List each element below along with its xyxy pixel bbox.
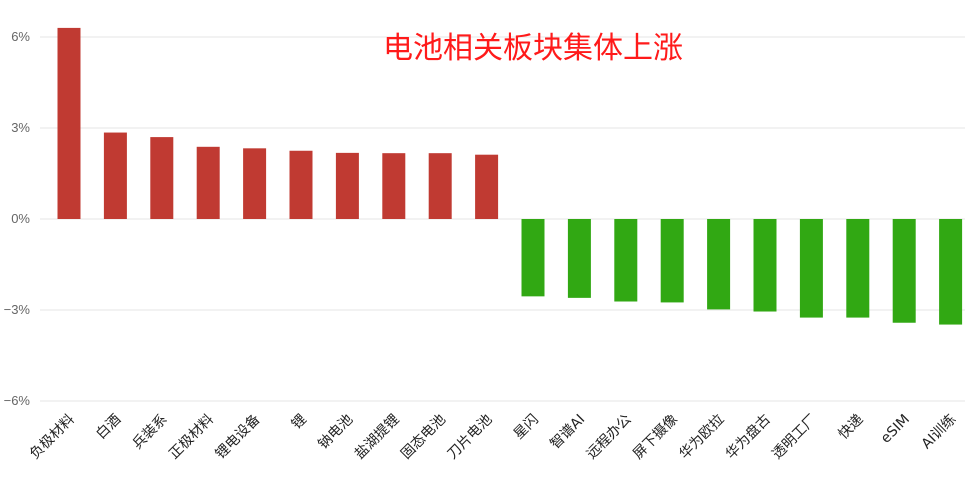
y-tick-label: 0% xyxy=(11,211,30,226)
x-tick-label: 兵装系 xyxy=(130,412,171,453)
x-tick-label: 远程办公 xyxy=(584,412,635,463)
gridlines xyxy=(40,36,965,402)
x-tick-label: 快递 xyxy=(836,412,867,443)
bar xyxy=(846,219,870,318)
bar xyxy=(243,148,267,219)
chart-title: 电池相关板块集体上涨 xyxy=(383,31,683,66)
x-tick-label: 白酒 xyxy=(93,412,124,443)
bar xyxy=(939,219,963,325)
y-tick-label: −6% xyxy=(4,393,31,408)
y-axis-ticks: 6% 3% 0% −3% −6% xyxy=(4,29,31,408)
bar xyxy=(382,153,406,219)
x-tick-label: 负极材料 xyxy=(27,412,78,463)
x-tick-label: 正极材料 xyxy=(166,412,217,463)
x-tick-label: 刀片电池 xyxy=(445,412,496,463)
x-tick-label: 华为盘古 xyxy=(722,411,774,463)
y-tick-label: 3% xyxy=(11,120,30,135)
bar xyxy=(335,152,359,219)
x-tick-label: 星闪 xyxy=(511,412,542,443)
x-tick-label: 智谱AI xyxy=(547,412,588,453)
bar xyxy=(614,219,638,302)
x-tick-label: 屏下摄像 xyxy=(630,412,681,463)
x-tick-label: 透明工厂 xyxy=(769,412,820,463)
bar xyxy=(428,153,452,219)
bar xyxy=(707,219,731,310)
bar xyxy=(57,27,81,220)
x-axis-ticks: 负极材料 白酒 兵装系正极材料锂电设备 锂钠电池盐湖提锂固态电池刀片电池 星闪 智谱AI远… xyxy=(27,411,960,463)
bars xyxy=(57,27,963,325)
x-tick-label: 固态电池 xyxy=(398,412,449,463)
x-tick-label: AI训练 xyxy=(919,412,960,453)
bar xyxy=(196,146,220,219)
bar xyxy=(521,219,545,297)
bar xyxy=(475,154,499,219)
bar xyxy=(103,132,127,219)
y-tick-label: 6% xyxy=(11,29,30,44)
x-tick-label: 锂 xyxy=(289,412,310,433)
bar xyxy=(660,219,684,303)
bar xyxy=(289,150,313,219)
bar xyxy=(753,219,777,312)
x-tick-label: 盐湖提锂 xyxy=(352,412,403,463)
x-tick-label: 锂电设备 xyxy=(212,411,264,463)
bar xyxy=(567,219,591,298)
bar xyxy=(799,219,823,318)
bar xyxy=(892,219,916,323)
x-tick-label: 华为欧拉 xyxy=(677,412,728,463)
x-tick-label: 钠电池 xyxy=(315,412,356,453)
bar xyxy=(150,137,174,219)
y-tick-label: −3% xyxy=(4,302,31,317)
x-tick-label: eSIM xyxy=(878,412,913,447)
